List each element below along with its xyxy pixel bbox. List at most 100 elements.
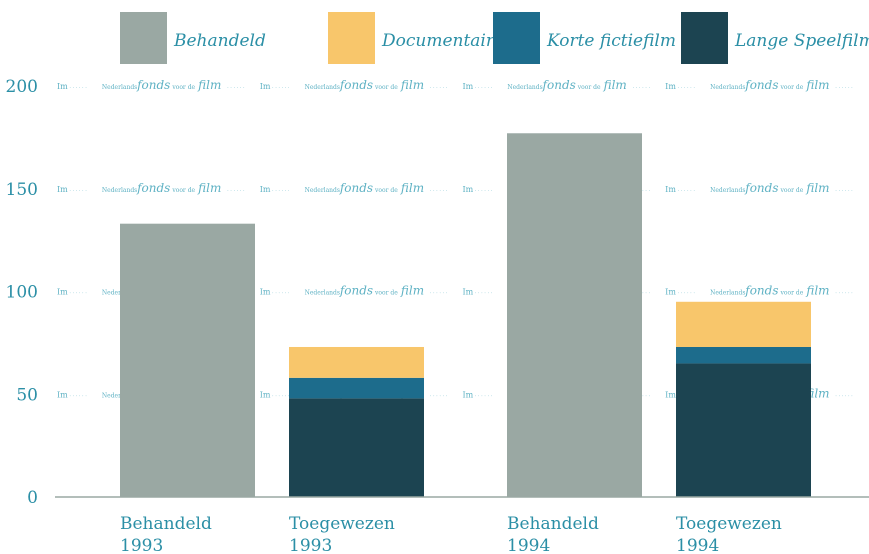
x-axis: Behandeld 1993 Toegewezen 1993 Behandeld 1994… [120, 514, 782, 554]
bar-documentairefilm-toegewezen-1994 [676, 301, 811, 347]
gridline-text: · · · · · · [272, 291, 290, 297]
legend-swatch-behandeld [120, 12, 167, 64]
gridline-text: · · · · · · [430, 85, 448, 91]
gridline-text: · · · · · · [835, 291, 853, 297]
gridline-text: film [400, 181, 424, 195]
x-category-label: Behandeld 1993 [120, 514, 212, 554]
gridline-text: fonds [136, 181, 170, 195]
gridline-text: voor de [779, 290, 803, 297]
gridline-text: · · · · · · [227, 85, 245, 91]
gridline-text: Nederlands [305, 84, 340, 91]
gridline-text: Nederlands [710, 290, 745, 297]
gridline-text: fonds [339, 78, 373, 92]
gridline-text: film [197, 78, 221, 92]
gridline-text: fonds [744, 78, 778, 92]
gridline-text: film [400, 78, 424, 92]
gridline-text: fonds [136, 78, 170, 92]
legend-label-korte-fictiefilm: Korte fictiefilm [546, 31, 676, 51]
gridline-text: · · · · · · [430, 393, 448, 399]
gridline-text: · · · · · · [272, 188, 290, 194]
gridline-text: voor de [779, 84, 803, 91]
gridline-text: · · · · · · [835, 85, 853, 91]
gridline-text: fonds [744, 284, 778, 298]
gridline-text: film [805, 284, 829, 298]
y-tick-label: 50 [16, 385, 38, 405]
gridline-text: · · · · · · [475, 188, 493, 194]
gridline-text: Im [665, 390, 676, 399]
gridline-text: voor de [374, 187, 398, 194]
bar-korte-fictiefilm-toegewezen-1994 [676, 346, 811, 364]
gridline-text: Nederlands [305, 187, 340, 194]
gridline-text: Nederlands [710, 187, 745, 194]
gridline-text: film [805, 181, 829, 195]
x-category-line2: 1994 [676, 536, 719, 554]
gridline-text: Nederlands [305, 290, 340, 297]
gridline-text: Im [260, 185, 271, 194]
bar-behandeld-behandeld-1994 [507, 133, 642, 497]
gridline-text: voor de [374, 84, 398, 91]
gridline-text: · · · · · · [430, 188, 448, 194]
y-tick-label: 200 [6, 77, 38, 97]
y-tick-label: 150 [6, 180, 38, 200]
gridline-text: · · · · · · [69, 291, 87, 297]
legend-label-lange-speelfilm: Lange Speelfilm [734, 31, 869, 51]
legend-swatch-documentairefilm [328, 12, 375, 64]
gridline-text: Im [260, 390, 271, 399]
legend-label-behandeld: Behandeld [173, 31, 266, 51]
gridline-text: film [603, 78, 627, 92]
gridline-text: Im [57, 82, 68, 91]
gridline-text: Nederlands [710, 84, 745, 91]
x-category-label: Behandeld 1994 [507, 514, 599, 554]
gridline-text: · · · · · · [835, 188, 853, 194]
x-category-line1: Toegewezen [289, 514, 395, 534]
gridline-text: · · · · · · [835, 393, 853, 399]
gridline-text: Im [462, 185, 473, 194]
bar-korte-fictiefilm-toegewezen-1993 [289, 377, 424, 399]
gridline-text: · · · · · · [677, 85, 695, 91]
legend-swatch-lange-speelfilm [681, 12, 728, 64]
gridline-text: Im [57, 185, 68, 194]
gridline-text: · · · · · · [475, 291, 493, 297]
y-axis: 0 50 100 150 200 [6, 77, 38, 508]
gridline-text: voor de [171, 84, 195, 91]
gridline-text: fonds [744, 181, 778, 195]
gridline-text: film [400, 284, 424, 298]
legend-swatch-korte-fictiefilm [493, 12, 540, 64]
gridline-text: · · · · · · [677, 188, 695, 194]
gridline-text: · · · · · · [475, 393, 493, 399]
gridline-text: Im [665, 288, 676, 297]
y-tick-label: 100 [6, 283, 38, 303]
gridline-text: Im [57, 288, 68, 297]
x-category-line2: 1993 [120, 536, 163, 554]
gridline-text: Im [260, 288, 271, 297]
gridline-text: · · · · · · [227, 188, 245, 194]
x-category-line2: 1994 [507, 536, 550, 554]
gridline-text: · · · · · · [475, 85, 493, 91]
gridline-text: · · · · · · [272, 85, 290, 91]
x-category-line1: Behandeld [507, 514, 599, 534]
gridline-text: Nederlands [102, 290, 137, 297]
gridline-text: Im [665, 82, 676, 91]
gridline-text: · · · · · · [272, 393, 290, 399]
gridline-text: film [805, 386, 829, 400]
gridline-text: Nederlands [102, 84, 137, 91]
gridline-text: fonds [339, 284, 373, 298]
gridline-text: voor de [171, 187, 195, 194]
gridline-text: voor de [577, 84, 601, 91]
gridline-text: Im [260, 82, 271, 91]
bar-documentairefilm-toegewezen-1993 [289, 346, 424, 378]
gridline-text: film [805, 78, 829, 92]
gridline-text: · · · · · · [633, 85, 651, 91]
gridline-text: Nederlands [102, 187, 137, 194]
y-tick-label: 0 [27, 488, 38, 508]
gridline-text: Im [462, 390, 473, 399]
gridline-text: voor de [374, 290, 398, 297]
bars [120, 133, 811, 497]
gridline-text: film [197, 181, 221, 195]
x-category-line1: Toegewezen [676, 514, 782, 534]
gridline-text: Im [462, 82, 473, 91]
gridline-text: Nederlands [507, 84, 542, 91]
